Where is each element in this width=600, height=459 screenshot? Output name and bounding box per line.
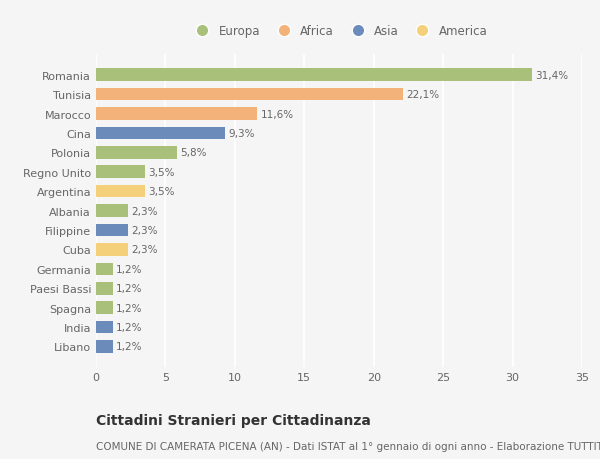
Text: 5,8%: 5,8% (180, 148, 206, 158)
Bar (96, 185, 145, 198)
Text: 2,3%: 2,3% (131, 206, 158, 216)
Bar (96, 89, 403, 101)
Bar (96, 224, 128, 237)
Bar (96, 166, 145, 179)
Text: COMUNE DI CAMERATA PICENA (AN) - Dati ISTAT al 1° gennaio di ogni anno - Elabora: COMUNE DI CAMERATA PICENA (AN) - Dati IS… (96, 441, 600, 451)
Text: 3,5%: 3,5% (148, 187, 175, 197)
Bar (96, 205, 128, 218)
Text: 1,2%: 1,2% (116, 264, 143, 274)
Text: 3,5%: 3,5% (148, 168, 175, 177)
Text: 2,3%: 2,3% (131, 225, 158, 235)
Legend: Europa, Africa, Asia, America: Europa, Africa, Asia, America (185, 20, 493, 43)
Bar (96, 302, 113, 314)
Bar (96, 147, 176, 159)
Bar (96, 341, 113, 353)
Text: 9,3%: 9,3% (229, 129, 255, 139)
Text: 11,6%: 11,6% (260, 109, 293, 119)
Text: 1,2%: 1,2% (116, 342, 143, 352)
Bar (96, 321, 113, 334)
Text: 1,2%: 1,2% (116, 303, 143, 313)
Bar (96, 69, 532, 82)
Bar (96, 108, 257, 121)
Bar (96, 282, 113, 295)
Bar (96, 127, 225, 140)
Text: 2,3%: 2,3% (131, 245, 158, 255)
Text: 22,1%: 22,1% (406, 90, 439, 100)
Bar (96, 263, 113, 275)
Text: Cittadini Stranieri per Cittadinanza: Cittadini Stranieri per Cittadinanza (96, 413, 371, 427)
Text: 31,4%: 31,4% (535, 71, 569, 80)
Text: 1,2%: 1,2% (116, 322, 143, 332)
Text: 1,2%: 1,2% (116, 284, 143, 294)
Bar (96, 244, 128, 256)
